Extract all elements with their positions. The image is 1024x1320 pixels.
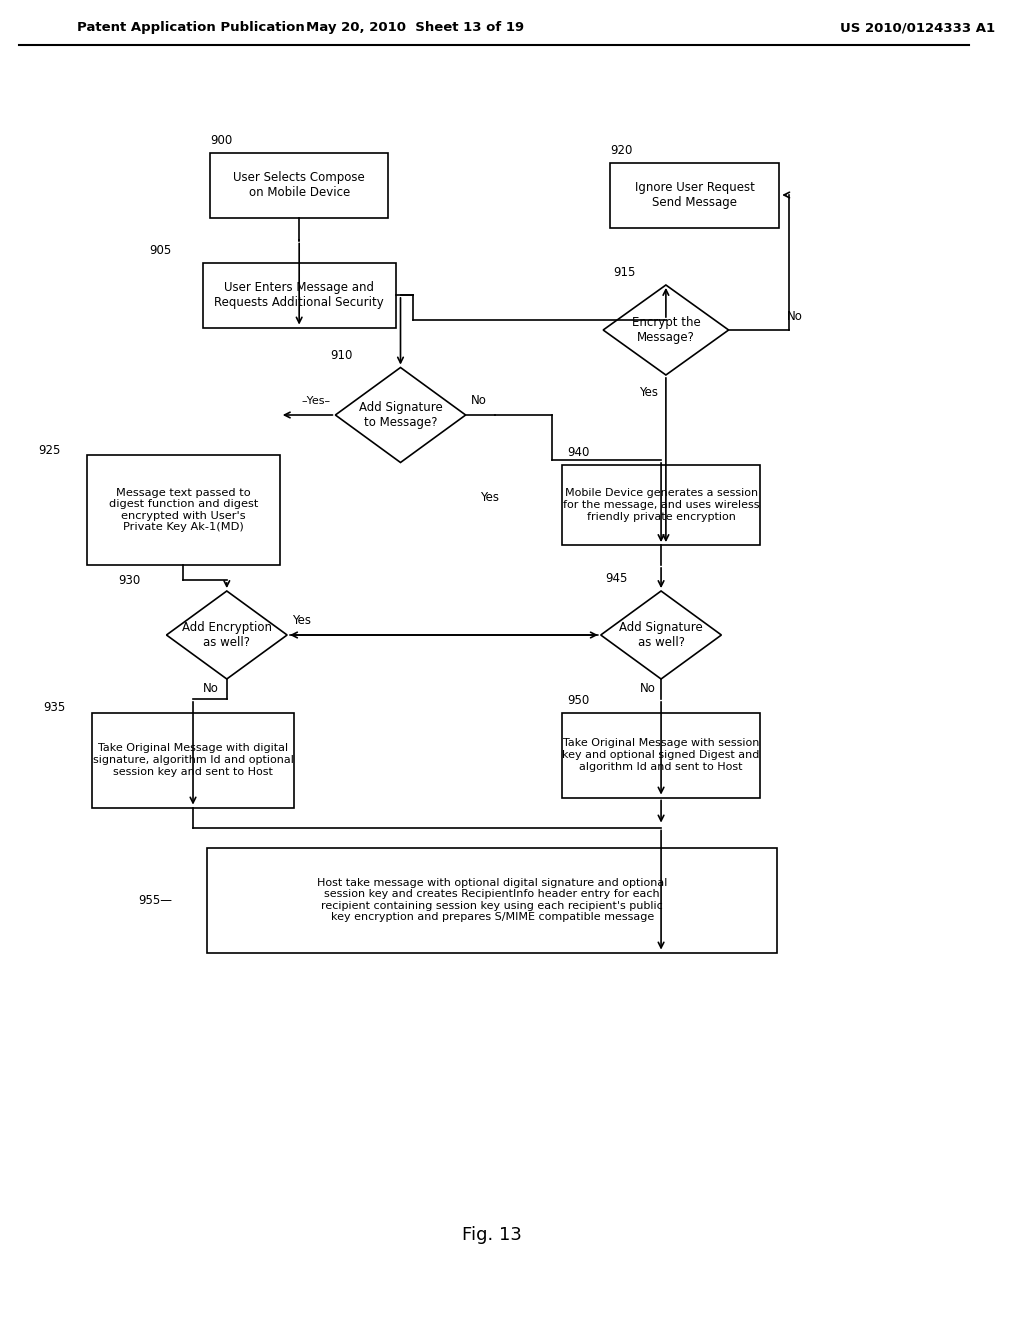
Polygon shape	[335, 367, 466, 462]
Text: 925: 925	[39, 444, 61, 457]
Text: Take Original Message with digital
signature, algorithm Id and optional
session : Take Original Message with digital signa…	[92, 743, 294, 776]
FancyBboxPatch shape	[562, 713, 760, 797]
Text: 950: 950	[567, 694, 589, 708]
Polygon shape	[601, 591, 721, 678]
Text: No: No	[470, 395, 486, 408]
Text: US 2010/0124333 A1: US 2010/0124333 A1	[840, 21, 994, 34]
Text: Host take message with optional digital signature and optional
session key and c: Host take message with optional digital …	[317, 878, 668, 923]
FancyBboxPatch shape	[210, 153, 388, 218]
Text: Take Original Message with session
key and optional signed Digest and
algorithm : Take Original Message with session key a…	[562, 738, 760, 772]
FancyBboxPatch shape	[562, 465, 760, 545]
Text: Yes: Yes	[480, 491, 499, 504]
Text: No: No	[640, 682, 655, 696]
Text: May 20, 2010  Sheet 13 of 19: May 20, 2010 Sheet 13 of 19	[306, 21, 524, 34]
Text: Encrypt the
Message?: Encrypt the Message?	[632, 315, 700, 345]
Text: 955—: 955—	[138, 894, 172, 907]
FancyBboxPatch shape	[208, 847, 777, 953]
Text: Mobile Device generates a session
for the message, and uses wireless
friendly pr: Mobile Device generates a session for th…	[563, 488, 760, 521]
Text: Ignore User Request
Send Message: Ignore User Request Send Message	[635, 181, 755, 209]
FancyBboxPatch shape	[610, 162, 779, 227]
Text: 940: 940	[567, 446, 590, 459]
Text: Add Signature
as well?: Add Signature as well?	[620, 620, 702, 649]
Text: 930: 930	[118, 574, 140, 587]
Text: User Enters Message and
Requests Additional Security: User Enters Message and Requests Additio…	[214, 281, 384, 309]
Text: Message text passed to
digest function and digest
encrypted with User's
Private : Message text passed to digest function a…	[109, 487, 258, 532]
Text: Yes: Yes	[639, 387, 657, 400]
Text: 915: 915	[612, 267, 635, 280]
Polygon shape	[603, 285, 729, 375]
Text: 935: 935	[43, 701, 66, 714]
Text: User Selects Compose
on Mobile Device: User Selects Compose on Mobile Device	[233, 172, 365, 199]
Text: Add Signature
to Message?: Add Signature to Message?	[358, 401, 442, 429]
Polygon shape	[167, 591, 287, 678]
Text: 920: 920	[610, 144, 633, 157]
Text: Add Encryption
as well?: Add Encryption as well?	[182, 620, 271, 649]
Text: 905: 905	[150, 244, 172, 257]
Text: Yes: Yes	[292, 615, 311, 627]
FancyBboxPatch shape	[92, 713, 294, 808]
Text: 945: 945	[605, 573, 628, 586]
Text: 910: 910	[331, 348, 353, 362]
Text: 900: 900	[210, 135, 232, 147]
FancyBboxPatch shape	[87, 455, 280, 565]
Text: –Yes–: –Yes–	[302, 396, 331, 407]
Text: No: No	[203, 682, 218, 696]
Text: No: No	[786, 309, 803, 322]
Text: Fig. 13: Fig. 13	[462, 1226, 522, 1243]
Text: Patent Application Publication: Patent Application Publication	[77, 21, 305, 34]
FancyBboxPatch shape	[203, 263, 395, 327]
